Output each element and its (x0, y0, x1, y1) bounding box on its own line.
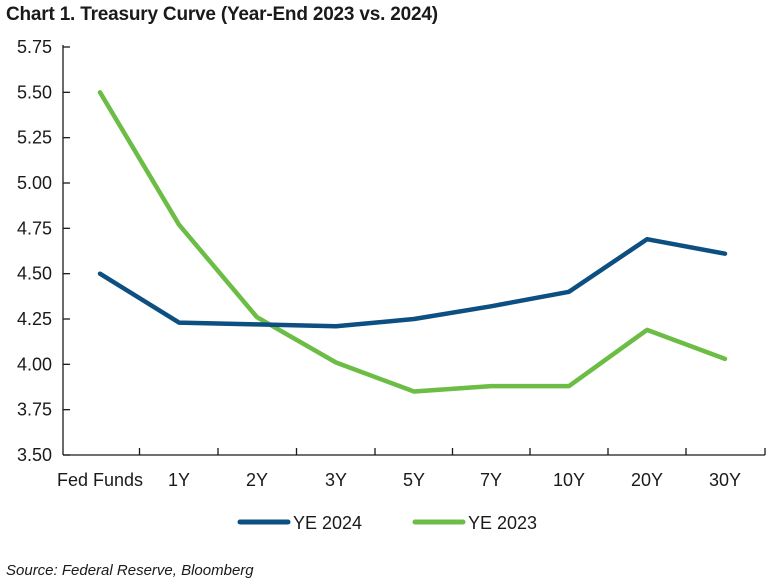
series-lines (97, 90, 728, 394)
y-tick-label: 4.75 (17, 218, 52, 238)
y-tick-label: 3.75 (17, 400, 52, 420)
x-tick-label: 20Y (631, 470, 663, 490)
x-tick-label: Fed Funds (57, 470, 143, 490)
legend: YE 2024 YE 2023 (237, 513, 537, 533)
legend-label: YE 2024 (293, 513, 362, 533)
y-tick-label: 4.50 (17, 264, 52, 284)
source-note: Source: Federal Reserve, Bloomberg (6, 562, 254, 579)
treasury-curve-chart: 3.50 3.75 4.00 4.25 4.50 4.75 5.00 5.25 5.50 5.75… (17, 37, 766, 533)
x-tick-label: 5Y (403, 470, 425, 490)
y-tick-label: 4.00 (17, 354, 52, 374)
y-tick-label: 3.50 (17, 445, 52, 465)
x-tick-label: 7Y (480, 470, 502, 490)
chart-axes (62, 45, 765, 456)
y-tick-label: 4.25 (17, 309, 52, 329)
y-tick-label: 5.00 (17, 173, 52, 193)
x-tick-label: 3Y (325, 470, 347, 490)
x-tick-label: 1Y (168, 470, 190, 490)
x-tick-label: 2Y (246, 470, 268, 490)
x-tick-label: 30Y (709, 470, 741, 490)
series-line-ye-2024 (97, 236, 728, 329)
y-axis-ticks: 3.50 3.75 4.00 4.25 4.50 4.75 5.00 5.25 5.50 5.75 (17, 37, 70, 465)
x-axis-ticks: Fed Funds 1Y 2Y 3Y 5Y 7Y 10Y 20Y 30Y (57, 448, 766, 490)
y-tick-label: 5.50 (17, 82, 52, 102)
series-line-ye-2023 (97, 90, 728, 394)
legend-label: YE 2023 (468, 513, 537, 533)
y-tick-label: 5.75 (17, 37, 52, 57)
x-tick-label: 10Y (553, 470, 585, 490)
chart-title: Chart 1. Treasury Curve (Year-End 2023 v… (6, 4, 438, 25)
y-tick-label: 5.25 (17, 128, 52, 148)
